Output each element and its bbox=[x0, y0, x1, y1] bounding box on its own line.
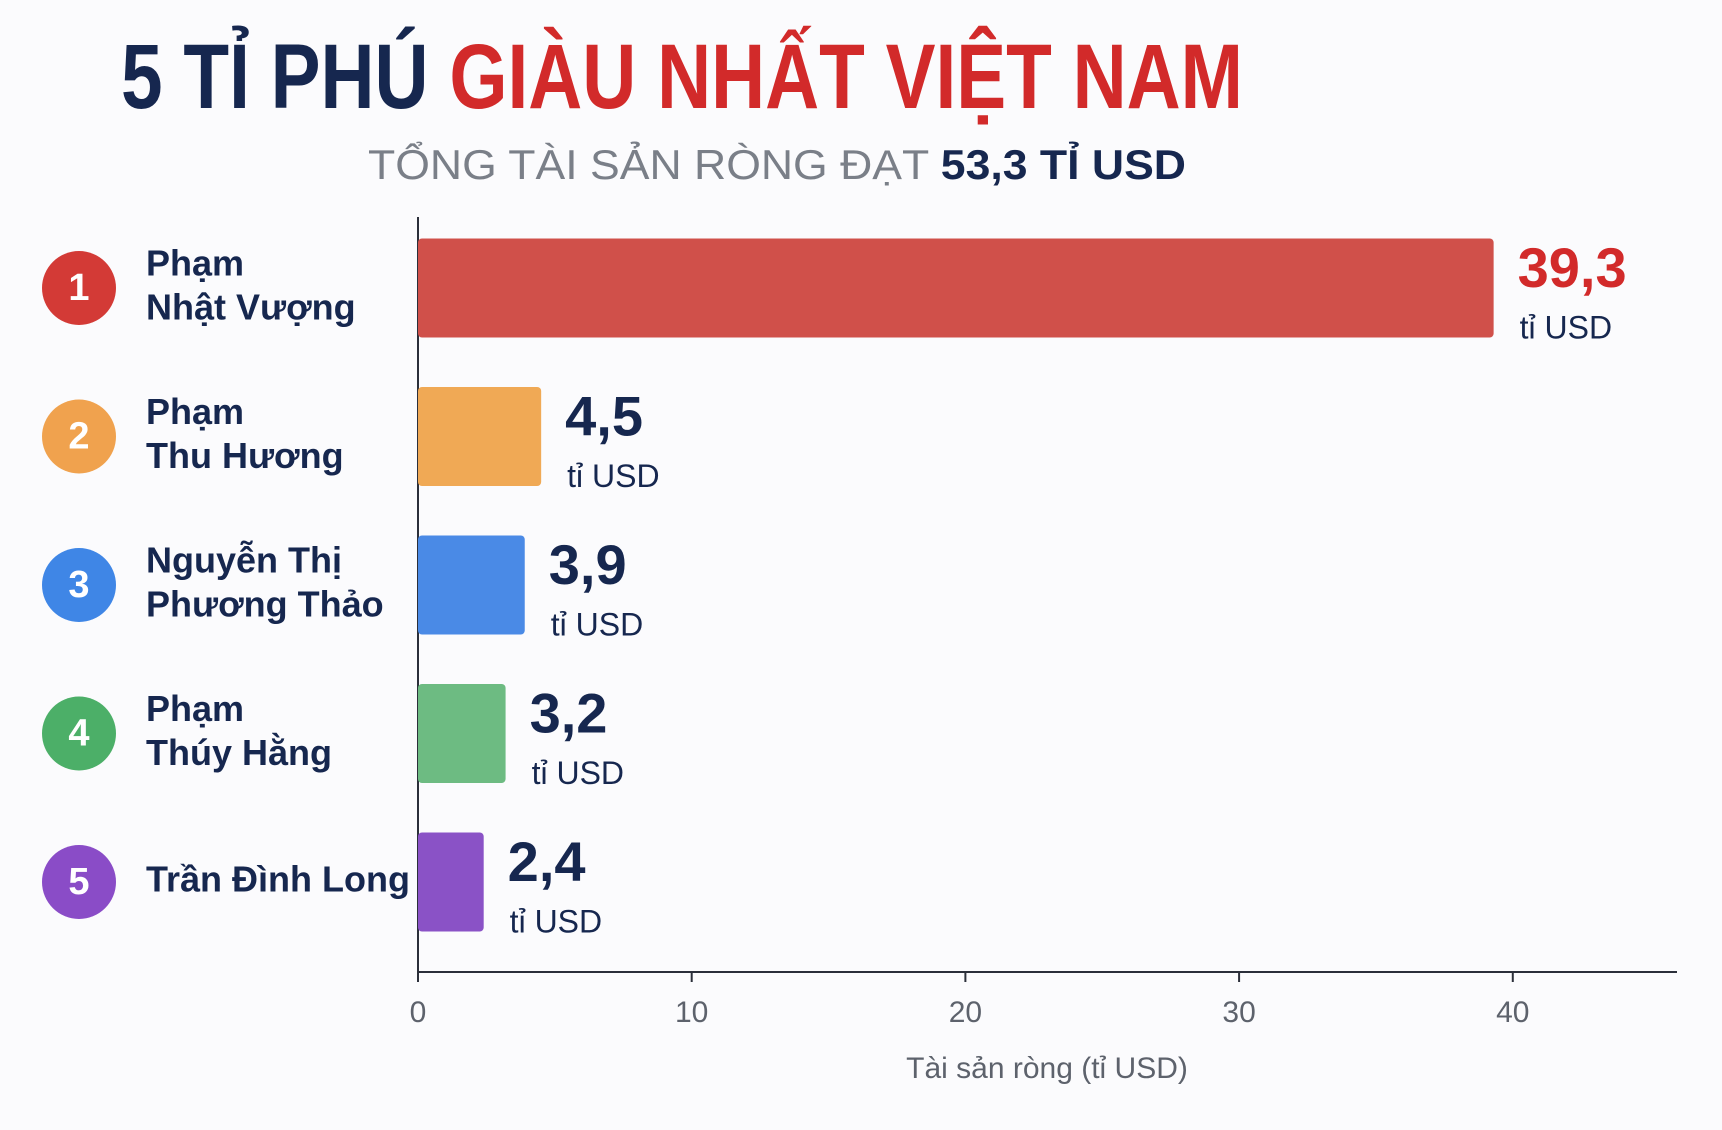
bar bbox=[418, 832, 484, 932]
value-unit: tỉ USD bbox=[551, 606, 643, 642]
category-label: Phương Thảo bbox=[146, 584, 384, 625]
value-unit: tỉ USD bbox=[567, 458, 659, 494]
subtitle-part: TỔNG TÀI SẢN RÒNG ĐẠT bbox=[368, 139, 929, 188]
category-label: Phạm bbox=[146, 391, 244, 432]
category-label: Phạm bbox=[146, 243, 244, 284]
x-tick-label: 40 bbox=[1496, 996, 1529, 1029]
rank-badge bbox=[42, 845, 116, 919]
x-tick-label: 10 bbox=[675, 996, 708, 1029]
rank-badge bbox=[42, 548, 116, 622]
title-part: 5 TỈ PHÚ bbox=[121, 25, 429, 128]
rank-badge bbox=[42, 251, 116, 325]
rank-number: 4 bbox=[68, 713, 89, 755]
subtitle-part: 53,3 TỈ USD bbox=[941, 140, 1186, 188]
category-label: Phạm bbox=[146, 688, 244, 729]
x-axis-label: Tài sản ròng (tỉ USD) bbox=[906, 1052, 1188, 1085]
value-label: 39,3 bbox=[1518, 236, 1627, 299]
bar bbox=[418, 535, 525, 635]
subtitle: TỔNG TÀI SẢN RÒNG ĐẠT 53,3 TỈ USD bbox=[368, 139, 1186, 188]
title-part: GIÀU NHẤT VIỆT NAM bbox=[449, 25, 1243, 128]
category-label: Thúy Hằng bbox=[146, 731, 332, 773]
rank-number: 3 bbox=[68, 564, 89, 606]
value-label: 3,9 bbox=[549, 533, 627, 596]
x-tick-label: 30 bbox=[1222, 996, 1255, 1029]
rank-badge bbox=[42, 399, 116, 474]
value-unit: tỉ USD bbox=[532, 755, 624, 791]
category-label: Thu Hương bbox=[146, 435, 344, 476]
category-label: Trần Đình Long bbox=[146, 859, 410, 900]
value-label: 3,2 bbox=[530, 681, 608, 744]
rank-number: 2 bbox=[68, 416, 89, 458]
bar bbox=[418, 387, 542, 486]
rank-number: 5 bbox=[68, 861, 89, 903]
rank-number: 1 bbox=[68, 267, 89, 309]
chart-title: 5 TỈ PHÚ GIÀU NHẤT VIỆT NAM bbox=[121, 25, 1243, 128]
category-label: Nguyễn Thị bbox=[146, 540, 342, 581]
value-label: 4,5 bbox=[565, 384, 643, 447]
value-unit: tỉ USD bbox=[510, 903, 602, 939]
rank-badge bbox=[42, 696, 116, 771]
value-label: 2,4 bbox=[508, 830, 586, 893]
bar bbox=[418, 684, 506, 783]
x-tick-label: 20 bbox=[949, 996, 982, 1029]
bar bbox=[418, 238, 1494, 338]
x-tick-label: 0 bbox=[410, 996, 427, 1029]
category-label: Nhật Vượng bbox=[146, 287, 356, 328]
value-unit: tỉ USD bbox=[1520, 309, 1612, 345]
